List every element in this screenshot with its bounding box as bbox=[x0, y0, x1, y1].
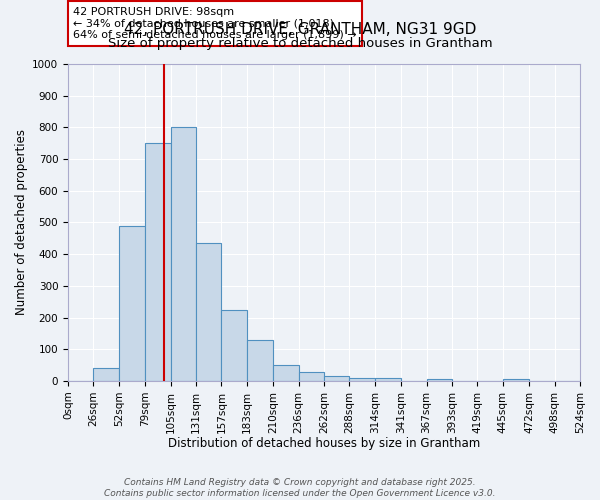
Bar bbox=[119, 226, 145, 381]
Text: Contains HM Land Registry data © Crown copyright and database right 2025.
Contai: Contains HM Land Registry data © Crown c… bbox=[104, 478, 496, 498]
Bar bbox=[427, 380, 452, 381]
Bar bbox=[221, 310, 247, 381]
Y-axis label: Number of detached properties: Number of detached properties bbox=[15, 130, 28, 316]
Bar bbox=[503, 380, 529, 381]
Bar bbox=[170, 128, 196, 381]
Text: 42, PORTRUSH DRIVE, GRANTHAM, NG31 9GD: 42, PORTRUSH DRIVE, GRANTHAM, NG31 9GD bbox=[124, 22, 476, 38]
Bar bbox=[349, 378, 375, 381]
Bar bbox=[196, 243, 221, 381]
Bar bbox=[375, 378, 401, 381]
Text: 42 PORTRUSH DRIVE: 98sqm
← 34% of detached houses are smaller (1,018)
64% of sem: 42 PORTRUSH DRIVE: 98sqm ← 34% of detach… bbox=[73, 7, 357, 40]
Bar bbox=[94, 368, 119, 381]
X-axis label: Distribution of detached houses by size in Grantham: Distribution of detached houses by size … bbox=[168, 437, 480, 450]
Bar bbox=[145, 143, 170, 381]
Text: Size of property relative to detached houses in Grantham: Size of property relative to detached ho… bbox=[107, 38, 493, 51]
Bar bbox=[299, 372, 324, 381]
Bar bbox=[273, 365, 299, 381]
Bar bbox=[247, 340, 273, 381]
Bar bbox=[324, 376, 349, 381]
